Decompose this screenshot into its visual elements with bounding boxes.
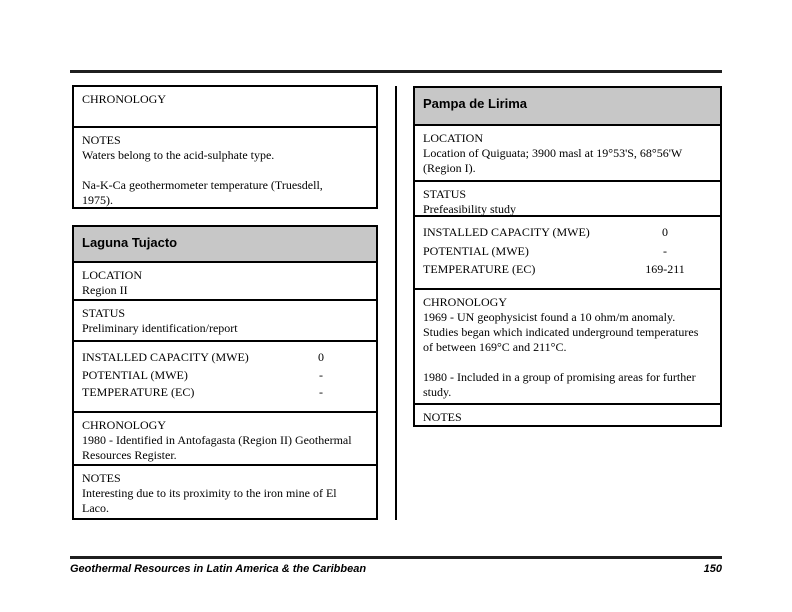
- metric-value: 0: [662, 225, 668, 239]
- location-text: Region II: [82, 283, 128, 297]
- location-label: LOCATION: [82, 268, 142, 282]
- panel-title-cell: Pampa de Lirima: [415, 88, 720, 126]
- status-label: STATUS: [423, 187, 467, 201]
- metric-label: TEMPERATURE (EC): [82, 385, 195, 399]
- notes-label: NOTES: [423, 410, 462, 424]
- metric-value: 169-211: [645, 262, 685, 276]
- metric-value: -: [319, 367, 323, 382]
- metric-label: POTENTIAL (MWE): [82, 367, 188, 382]
- notes-cell: NOTES: [415, 405, 720, 425]
- chronology-cell: CHRONOLOGY 1969 - UN geophysicist found …: [415, 290, 720, 405]
- metric-row: TEMPERATURE (EC) -: [82, 385, 368, 400]
- location-cell: LOCATION Region II: [74, 263, 376, 301]
- chronology-cell: CHRONOLOGY 1980 - Identified in Antofaga…: [74, 413, 376, 466]
- metric-value: 0: [318, 350, 324, 364]
- metric-label: INSTALLED CAPACITY (MWE): [423, 225, 590, 239]
- column-divider: [395, 86, 397, 520]
- notes-label: NOTES: [82, 471, 121, 485]
- chronology-label: CHRONOLOGY: [423, 295, 507, 309]
- metric-value: -: [663, 243, 667, 258]
- chronology-text: 1980 - Identified in Antofagasta (Region…: [82, 433, 352, 462]
- panel-title: Laguna Tujacto: [82, 235, 178, 250]
- metrics-cell: INSTALLED CAPACITY (MWE) 0 POTENTIAL (MW…: [74, 342, 376, 413]
- metric-row: POTENTIAL (MWE) -: [423, 244, 712, 259]
- footer-rule: [70, 556, 722, 559]
- metrics-cell: INSTALLED CAPACITY (MWE) 0 POTENTIAL (MW…: [415, 217, 720, 290]
- chronology-text: 1969 - UN geophysicist found a 10 ohm/m …: [423, 310, 699, 399]
- chronology-notes-panel: CHRONOLOGY NOTES Waters belong to the ac…: [72, 85, 378, 209]
- pampa-de-lirima-panel: Pampa de Lirima LOCATION Location of Qui…: [413, 86, 722, 427]
- notes-text: Interesting due to its proximity to the …: [82, 486, 337, 515]
- location-label: LOCATION: [423, 131, 483, 145]
- notes-cell: NOTES Interesting due to its proximity t…: [74, 466, 376, 518]
- location-text: Location of Quiguata; 3900 masl at 19°53…: [423, 146, 683, 175]
- footer-title: Geothermal Resources in Latin America & …: [70, 563, 367, 575]
- metric-row: INSTALLED CAPACITY (MWE) 0: [423, 225, 712, 240]
- metric-label: TEMPERATURE (EC): [423, 262, 536, 276]
- metric-row: POTENTIAL (MWE) -: [82, 368, 368, 383]
- chronology-label: CHRONOLOGY: [82, 92, 166, 106]
- notes-label: NOTES: [82, 133, 121, 147]
- metric-row: TEMPERATURE (EC) 169-211: [423, 262, 712, 277]
- panel-title-cell: Laguna Tujacto: [74, 227, 376, 263]
- panel-title: Pampa de Lirima: [423, 96, 528, 111]
- notes-cell: NOTES Waters belong to the acid-sulphate…: [74, 128, 376, 207]
- notes-text: Waters belong to the acid-sulphate type.…: [82, 148, 323, 207]
- status-text: Preliminary identification/report: [82, 321, 238, 335]
- status-cell: STATUS Preliminary identification/report: [74, 301, 376, 342]
- location-cell: LOCATION Location of Quiguata; 3900 masl…: [415, 126, 720, 182]
- status-label: STATUS: [82, 306, 126, 320]
- metric-row: INSTALLED CAPACITY (MWE) 0: [82, 350, 368, 365]
- chronology-cell: CHRONOLOGY: [74, 87, 376, 128]
- page-number: 150: [703, 563, 722, 575]
- laguna-tujacto-panel: Laguna Tujacto LOCATION Region II STATUS…: [72, 225, 378, 520]
- metric-value: -: [319, 385, 323, 399]
- metric-label: POTENTIAL (MWE): [423, 243, 529, 258]
- chronology-label: CHRONOLOGY: [82, 418, 166, 432]
- status-text: Prefeasibility study: [423, 202, 516, 216]
- top-rule: [70, 70, 722, 73]
- metric-label: INSTALLED CAPACITY (MWE): [82, 350, 249, 364]
- status-cell: STATUS Prefeasibility study: [415, 182, 720, 217]
